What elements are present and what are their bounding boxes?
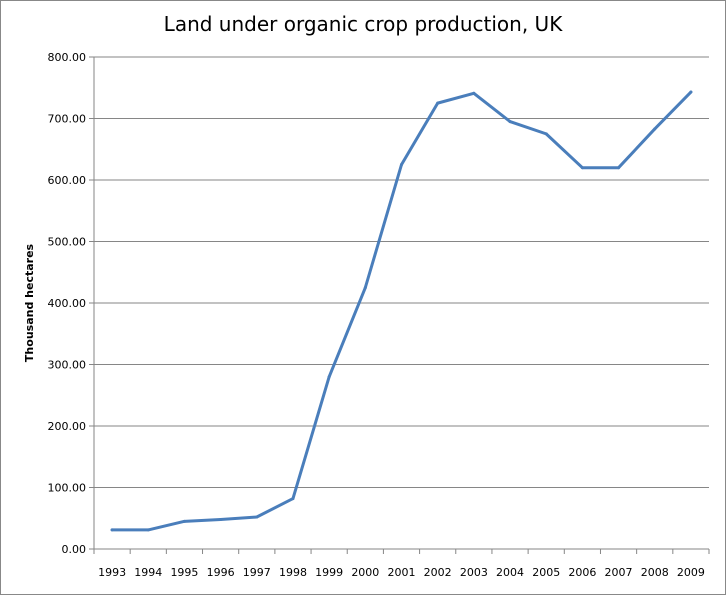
x-tick-label: 2002 bbox=[424, 566, 452, 579]
data-point bbox=[327, 375, 331, 379]
x-tick-label: 1999 bbox=[315, 566, 343, 579]
y-axis-title: Thousand hectares bbox=[23, 243, 36, 362]
y-axis: 0.00 100.00 200.00 300.00 400.00 500.00 600.00… bbox=[48, 51, 95, 556]
y-tick-label: 100.00 bbox=[48, 482, 87, 495]
x-tick-label: 1993 bbox=[98, 566, 126, 579]
data-point bbox=[617, 166, 621, 170]
x-tick-label: 1996 bbox=[207, 566, 235, 579]
data-point bbox=[219, 517, 223, 521]
data-point bbox=[255, 515, 259, 519]
y-tick-label: 0.00 bbox=[62, 543, 87, 556]
series-group bbox=[110, 90, 693, 532]
x-tick-label: 2005 bbox=[532, 566, 560, 579]
data-point bbox=[508, 120, 512, 124]
x-tick-label: 2009 bbox=[677, 566, 705, 579]
x-tick-label: 1998 bbox=[279, 566, 307, 579]
x-tick-label: 1995 bbox=[170, 566, 198, 579]
y-tick-label: 500.00 bbox=[48, 236, 87, 249]
x-tick-label: 2001 bbox=[388, 566, 416, 579]
data-point bbox=[580, 166, 584, 170]
y-tick-label: 700.00 bbox=[48, 113, 87, 126]
x-tick-label: 2004 bbox=[496, 566, 524, 579]
x-tick-label: 1997 bbox=[243, 566, 271, 579]
y-tick-label: 800.00 bbox=[48, 51, 87, 64]
y-tick-label: 400.00 bbox=[48, 297, 87, 310]
data-point bbox=[436, 101, 440, 105]
series-line bbox=[110, 90, 693, 532]
y-tick-label: 300.00 bbox=[48, 359, 87, 372]
x-tick-label: 2008 bbox=[641, 566, 669, 579]
data-point bbox=[146, 528, 150, 532]
x-axis: 1993 1994 1995 1996 1997 1998 1999 2000 2001 2002… bbox=[93, 548, 710, 579]
data-point bbox=[544, 132, 548, 136]
x-tick-label: 2003 bbox=[460, 566, 488, 579]
data-point bbox=[472, 91, 476, 95]
x-tick-label: 1994 bbox=[134, 566, 162, 579]
y-tick-label: 200.00 bbox=[48, 420, 87, 433]
data-point bbox=[182, 519, 186, 523]
x-tick-label: 2006 bbox=[568, 566, 596, 579]
x-tick-label: 2007 bbox=[605, 566, 633, 579]
data-point bbox=[110, 528, 114, 532]
data-point bbox=[653, 127, 657, 131]
data-point bbox=[363, 286, 367, 290]
data-point bbox=[400, 163, 403, 167]
gridlines bbox=[94, 56, 709, 488]
data-point bbox=[291, 497, 295, 501]
y-tick-label: 600.00 bbox=[48, 174, 87, 187]
chart-title: Land under organic crop production, UK bbox=[163, 12, 563, 36]
x-tick-label: 2000 bbox=[351, 566, 379, 579]
data-point bbox=[689, 90, 693, 94]
